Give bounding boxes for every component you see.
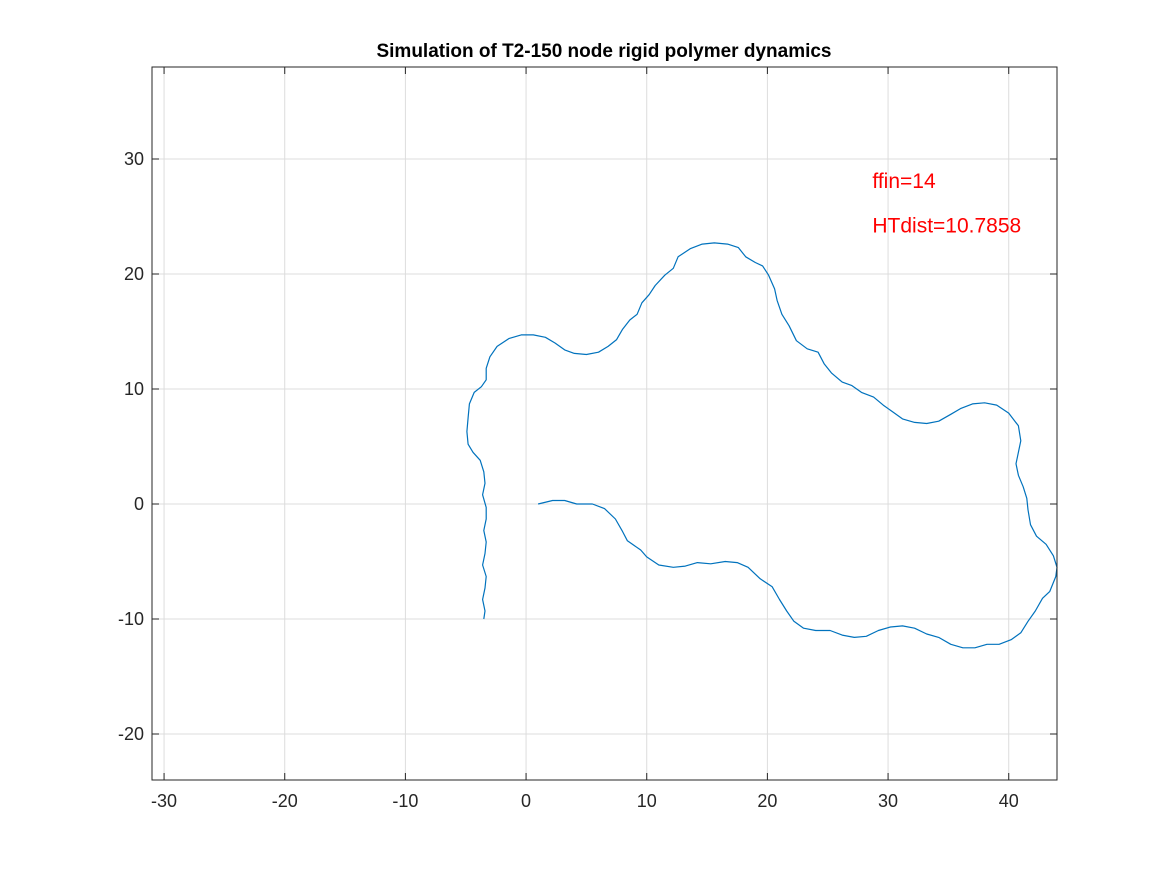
chart-title: Simulation of T2-150 node rigid polymer … (376, 41, 831, 62)
y-tick-label: 30 (124, 149, 144, 169)
x-tick-label: 0 (521, 791, 531, 811)
x-tick-label: 10 (637, 791, 657, 811)
axes-box (151, 66, 1058, 781)
x-tick-label: 30 (878, 791, 898, 811)
y-tick-label: -20 (118, 724, 144, 744)
x-tick-label: 20 (757, 791, 777, 811)
y-tick-label: 10 (124, 379, 144, 399)
polymer-chain-line (466, 242, 1058, 649)
y-tick-label: 20 (124, 264, 144, 284)
grid-lines (152, 67, 1057, 780)
y-tick-label: -10 (118, 609, 144, 629)
annotation-text: HTdist=10.7858 (872, 215, 1021, 238)
x-tick-label: -30 (151, 791, 177, 811)
axis-ticks: -30 -20 -10 0 10 20 30 40 -20 -10 0 10 20 30 (118, 67, 1057, 811)
plot-area (466, 242, 1058, 649)
x-tick-label: -10 (392, 791, 418, 811)
x-tick-label: -20 (272, 791, 298, 811)
annotation-text: ffin=14 (872, 170, 936, 193)
y-tick-label: 0 (134, 494, 144, 514)
annotations: ffin=14 HTdist=10.7858 (872, 170, 1021, 238)
x-tick-label: 40 (999, 791, 1019, 811)
